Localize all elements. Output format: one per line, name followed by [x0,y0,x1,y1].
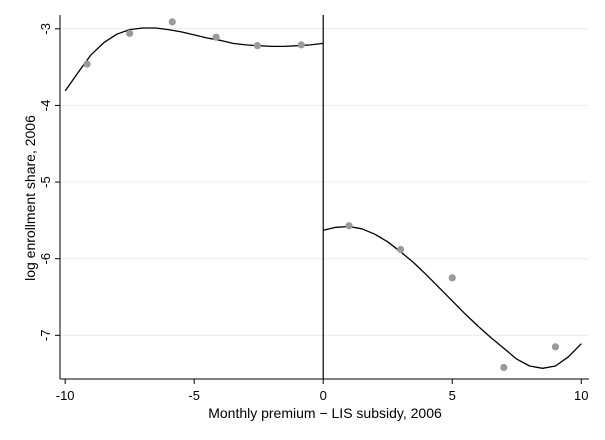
x-tick-label: 10 [574,388,588,403]
data-point [448,274,456,282]
x-tick-label: 5 [449,388,456,403]
y-tick-label: -5 [38,176,53,188]
data-point [500,363,508,372]
x-axis-title: Monthly premium − LIS subsidy, 2006 [208,405,442,421]
data-point [83,60,91,68]
y-tick-label: -6 [38,253,53,265]
data-point [551,343,560,351]
axes [55,15,589,384]
binned-points [83,18,560,372]
data-point [297,41,305,49]
data-point [168,18,176,26]
data-point [126,29,134,37]
x-tick-label: -5 [188,388,200,403]
gridlines [60,28,589,336]
y-axis-title: log enrollment share, 2006 [22,115,38,281]
y-tick-label: -3 [38,23,53,35]
polynomial-fit-left [64,27,324,92]
y-tick-label: -7 [38,330,53,342]
tick-labels: -10 -5 0 5 10 -3 -4 -5 -6 -7 [38,23,588,403]
data-point [397,245,405,254]
data-point [345,222,353,230]
y-tick-label: -4 [38,100,53,112]
x-tick-label: 0 [320,388,327,403]
data-point [212,33,220,41]
polynomial-fit-right [323,225,582,369]
data-point [253,42,262,50]
fit-curves [64,27,582,369]
x-tick-label: -10 [56,388,75,403]
